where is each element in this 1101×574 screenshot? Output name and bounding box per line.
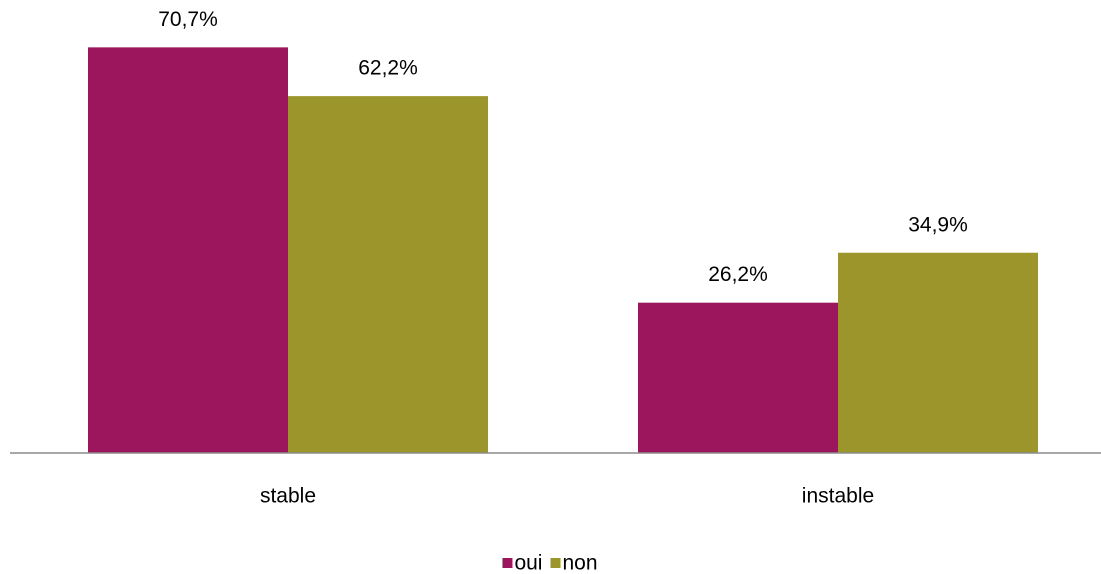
bar [638,302,838,453]
legend-swatch [502,558,513,568]
legend-label: oui [514,552,542,574]
bar [88,47,288,453]
x-tick-label: instable [802,485,874,508]
value-label: 70,7% [158,8,218,31]
value-label: 26,2% [708,263,768,286]
x-tick-label: stable [260,485,316,508]
legend-swatch [550,558,561,568]
bar [838,252,1038,453]
value-label: 34,9% [908,213,968,236]
value-label: 62,2% [358,57,418,80]
legend-label: non [562,552,597,574]
bar [288,96,488,453]
